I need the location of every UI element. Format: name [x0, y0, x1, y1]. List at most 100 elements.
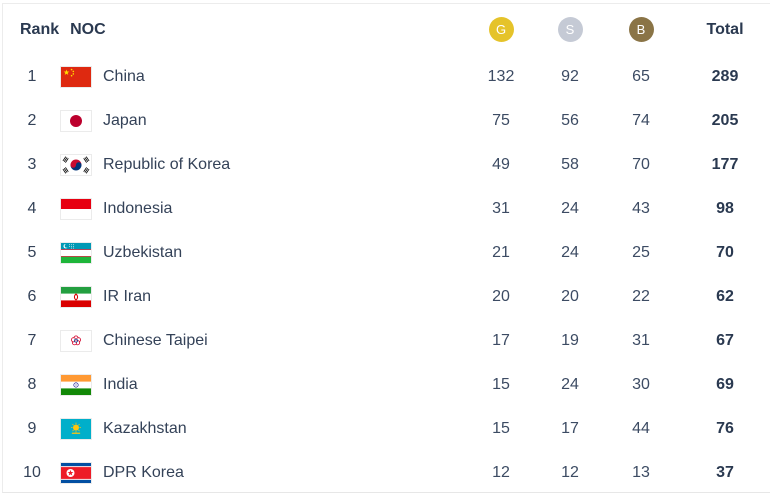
row-left-zone: 5 Uzbekistan [20, 243, 473, 263]
flag-cn-icon [61, 67, 91, 87]
bronze-cell: 65 [632, 68, 650, 85]
noc-column-header: NOC [70, 20, 106, 38]
noc-name: Uzbekistan [103, 244, 183, 261]
rank-cell: 2 [27, 112, 37, 129]
bronze-cell: 70 [632, 156, 650, 173]
medal-table-header: Rank NOC G S B Total [3, 4, 770, 55]
silver-cell: 24 [561, 376, 579, 393]
rank-cell: 8 [27, 376, 37, 393]
flag-kz-icon [61, 419, 91, 439]
bronze-cell: 74 [632, 112, 650, 129]
table-row[interactable]: 6 IR Iran 20 20 22 62 [3, 275, 770, 319]
total-cell: 76 [716, 420, 734, 437]
rank-cell: 9 [27, 420, 37, 437]
total-cell: 98 [716, 200, 734, 217]
row-left-zone: 3 Republic of Korea [20, 155, 473, 175]
row-left-zone: 8 India [20, 375, 473, 395]
gold-cell: 17 [492, 332, 510, 349]
table-row[interactable]: 7 Chinese Taipei 17 19 31 67 [3, 319, 770, 363]
noc-name: Kazakhstan [103, 420, 187, 437]
noc-name: Republic of Korea [103, 156, 231, 173]
silver-cell: 20 [561, 288, 579, 305]
total-cell: 37 [716, 464, 734, 481]
row-left-zone: 4 Indonesia [20, 199, 473, 219]
total-cell: 177 [711, 156, 739, 173]
silver-column-header: S [542, 17, 598, 42]
rank-cell: 7 [27, 332, 37, 349]
table-row[interactable]: 2 Japan 75 56 74 205 [3, 99, 770, 143]
total-cell: 289 [711, 68, 739, 85]
gold-medal-icon[interactable]: G [488, 17, 514, 42]
rank-column-header: Rank [20, 20, 60, 38]
gold-cell: 49 [492, 156, 510, 173]
rank-cell: 4 [27, 200, 37, 217]
noc-name: China [103, 68, 145, 85]
rank-cell: 6 [27, 288, 37, 305]
table-row[interactable]: 10 DPR Korea 12 12 13 37 [3, 451, 770, 495]
flag-jp-icon [61, 111, 91, 131]
noc-name: IR Iran [103, 288, 152, 305]
row-left-zone: 9 Kazakhstan [20, 419, 473, 439]
total-cell: 205 [711, 112, 739, 129]
row-left-zone: 1 China [20, 67, 473, 87]
rank-cell: 5 [27, 244, 37, 261]
total-cell: 62 [716, 288, 734, 305]
table-row[interactable]: 5 Uzbekistan 21 24 25 70 [3, 231, 770, 275]
bronze-medal-icon[interactable]: B [628, 17, 654, 42]
rank-cell: 1 [27, 68, 37, 85]
table-row[interactable]: 8 India 15 24 30 69 [3, 363, 770, 407]
flag-id-icon [61, 199, 91, 219]
total-cell: 69 [716, 376, 734, 393]
silver-cell: 92 [561, 68, 579, 85]
total-column-header-cell: Total [685, 21, 765, 39]
noc-name: India [103, 376, 138, 393]
rank-cell: 3 [27, 156, 37, 173]
noc-name: DPR Korea [103, 464, 184, 481]
noc-name: Indonesia [103, 200, 173, 217]
flag-ir-icon [61, 287, 91, 307]
rank-cell: 10 [23, 464, 41, 481]
silver-medal-icon[interactable]: S [557, 17, 583, 42]
gold-cell: 15 [492, 376, 510, 393]
silver-cell: 24 [561, 200, 579, 217]
bronze-cell: 25 [632, 244, 650, 261]
table-row[interactable]: 3 Republic of Korea 49 58 70 177 [3, 143, 770, 187]
medal-table-panel: Rank NOC G S B Total 1 China 132 92 65 2… [2, 3, 770, 493]
flag-uz-icon [61, 243, 91, 263]
bronze-cell: 44 [632, 420, 650, 437]
silver-cell: 19 [561, 332, 579, 349]
noc-name: Chinese Taipei [103, 332, 208, 349]
medal-table-body: 1 China 132 92 65 289 2 Japan 75 56 74 2… [3, 55, 770, 495]
gold-cell: 75 [492, 112, 510, 129]
flag-kp-icon [61, 463, 91, 483]
bronze-cell: 31 [632, 332, 650, 349]
bronze-cell: 22 [632, 288, 650, 305]
gold-cell: 15 [492, 420, 510, 437]
total-cell: 67 [716, 332, 734, 349]
flag-tw-icon [61, 331, 91, 351]
gold-cell: 132 [487, 68, 515, 85]
table-row[interactable]: 9 Kazakhstan 15 17 44 76 [3, 407, 770, 451]
row-left-zone: 10 DPR Korea [20, 463, 473, 483]
flag-kr-icon [61, 155, 91, 175]
noc-name: Japan [103, 112, 147, 129]
row-left-zone: 2 Japan [20, 111, 473, 131]
gold-cell: 20 [492, 288, 510, 305]
table-row[interactable]: 4 Indonesia 31 24 43 98 [3, 187, 770, 231]
row-left-zone: 6 IR Iran [20, 287, 473, 307]
header-left-zone: Rank NOC [20, 21, 473, 39]
table-row[interactable]: 1 China 132 92 65 289 [3, 55, 770, 99]
gold-cell: 31 [492, 200, 510, 217]
gold-cell: 12 [492, 464, 510, 481]
bronze-cell: 13 [632, 464, 650, 481]
gold-column-header: G [473, 17, 529, 42]
silver-cell: 56 [561, 112, 579, 129]
bronze-cell: 30 [632, 376, 650, 393]
silver-cell: 58 [561, 156, 579, 173]
bronze-cell: 43 [632, 200, 650, 217]
silver-cell: 17 [561, 420, 579, 437]
total-column-header[interactable]: Total [706, 20, 744, 38]
bronze-column-header: B [613, 17, 669, 42]
gold-cell: 21 [492, 244, 510, 261]
flag-in-icon [61, 375, 91, 395]
